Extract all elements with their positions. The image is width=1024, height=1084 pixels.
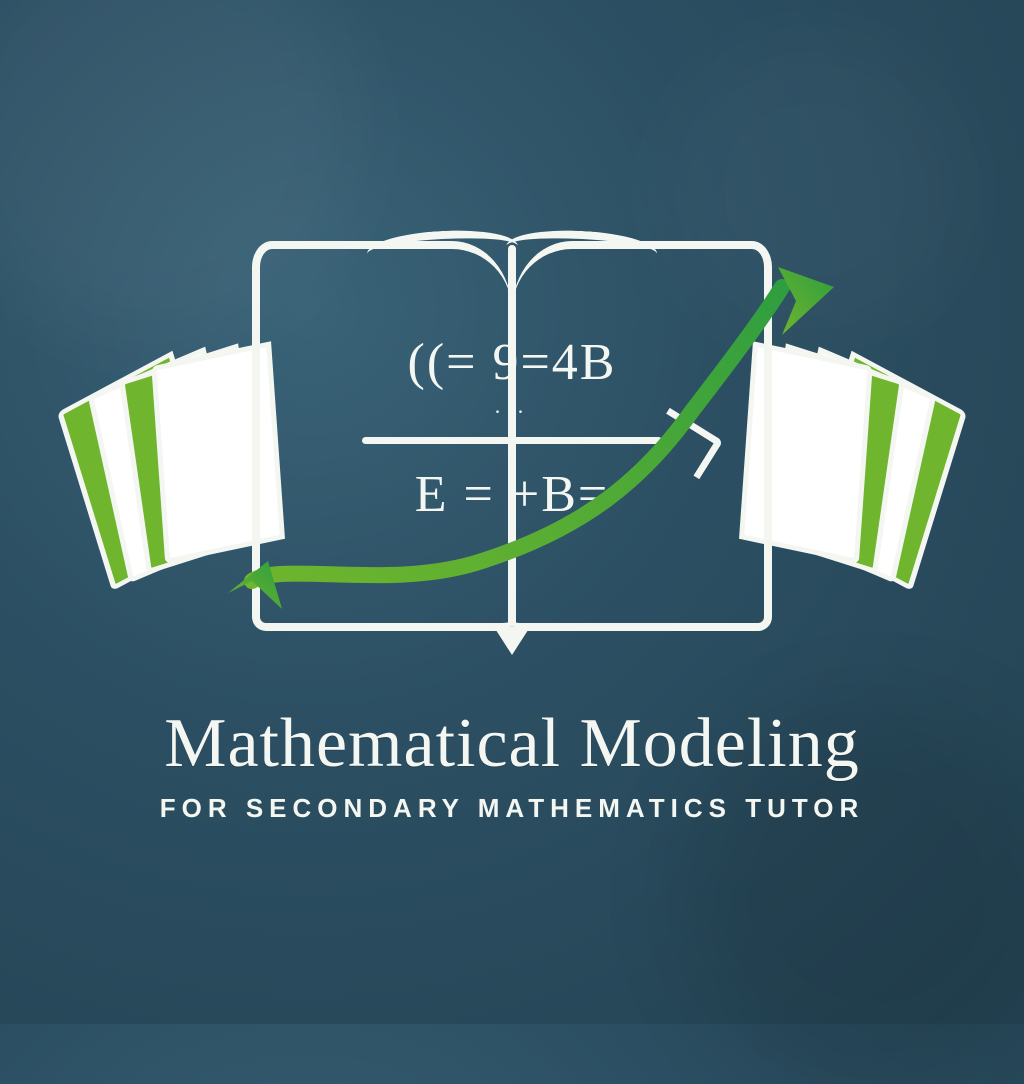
book-right-leaf: [512, 241, 772, 631]
book-left-leaf: [252, 241, 512, 631]
title-block: Mathematical Modeling FOR SECONDARY MATH…: [160, 709, 865, 824]
title-sub: FOR SECONDARY MATHEMATICS TUTOR: [160, 793, 865, 824]
equation-bottom: E = +B=: [415, 465, 609, 524]
logo-illustration: ((= 9=4B . . E = +B=: [102, 201, 922, 721]
book-spine: [508, 245, 516, 627]
equation-divider-arrow: [362, 437, 662, 444]
open-book-board: ((= 9=4B . . E = +B=: [252, 241, 772, 631]
equation-top: ((= 9=4B: [408, 333, 617, 392]
equation-top-dots: . .: [495, 393, 530, 419]
arrow-head: [778, 267, 834, 335]
logo-stage: ((= 9=4B . . E = +B= Mathematical Modeli…: [0, 0, 1024, 1024]
